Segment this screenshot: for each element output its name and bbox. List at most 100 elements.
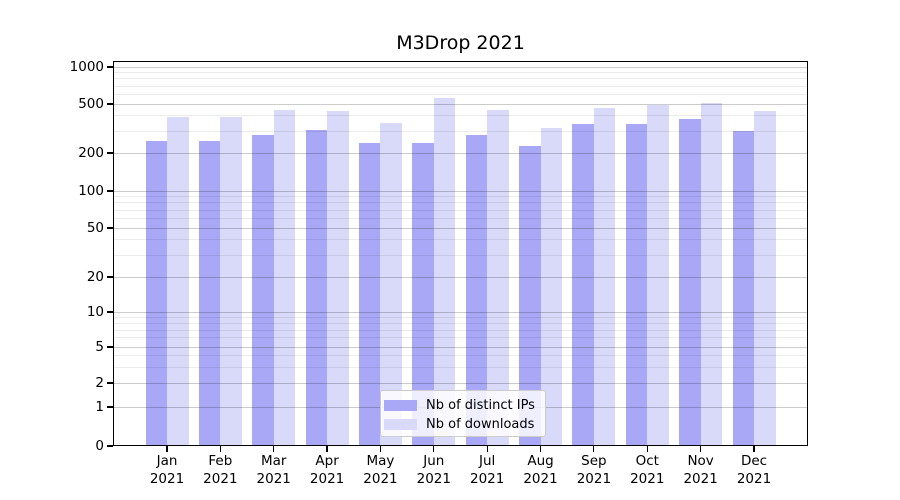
gridline-minor (114, 202, 807, 204)
bar-downloads (487, 110, 509, 446)
x-tick-mark (539, 446, 542, 452)
bar-downloads (647, 105, 669, 446)
x-tick-label-line: Apr (315, 453, 339, 469)
y-tick-mark (107, 311, 113, 313)
x-tick-label: Nov 2021 (669, 452, 733, 488)
gridline-major (114, 346, 807, 348)
x-tick-mark (486, 446, 488, 452)
legend: Nb of distinct IPs Nb of downloads (380, 390, 546, 437)
y-tick-label: 200 (78, 145, 104, 161)
x-tick-mark (593, 446, 595, 452)
x-tick-label-line: 2021 (363, 471, 398, 487)
x-tick-label: Dec 2021 (722, 452, 786, 488)
y-tick-label: 2 (95, 375, 104, 391)
y-tick-label: 1000 (69, 59, 104, 75)
y-tick-mark (107, 346, 113, 348)
x-tick-label: Jan 2021 (135, 452, 199, 488)
x-tick-label: Mar 2021 (242, 452, 306, 488)
y-tick-label: 5 (95, 339, 104, 355)
x-tick-label: Oct 2021 (615, 452, 679, 488)
x-tick-label: Jul 2021 (455, 452, 519, 488)
y-tick-mark (107, 406, 113, 408)
y-tick-mark (107, 190, 113, 192)
x-tick-mark (753, 446, 755, 452)
bar-distinct-ips (572, 123, 594, 446)
bar-downloads (433, 98, 456, 446)
x-tick-mark (273, 446, 275, 452)
gridline-minor (114, 337, 807, 339)
bar-downloads (593, 108, 616, 446)
x-tick-label-line: Jul (479, 453, 496, 469)
gridline-minor (114, 316, 807, 318)
gridline-major (114, 190, 807, 192)
chart-title: M3Drop 2021 (396, 32, 525, 54)
x-tick-label-line: Mar (260, 453, 287, 469)
gridline-minor (114, 355, 807, 357)
x-tick-label-line: 2021 (630, 471, 665, 487)
gridline-major (114, 227, 807, 229)
legend-item-distinct-ips: Nb of distinct IPs (381, 396, 545, 415)
gridline-minor (114, 366, 807, 368)
bar-downloads (327, 110, 349, 446)
x-tick-label-line: Nov (687, 453, 714, 469)
gridline-minor (114, 130, 807, 132)
x-tick-label-line: Jan (156, 453, 178, 469)
x-tick-mark (219, 446, 221, 452)
bar-distinct-ips (145, 141, 167, 446)
bar-distinct-ips (519, 145, 541, 446)
x-tick-label-line: 2021 (683, 471, 718, 487)
y-tick-mark (107, 66, 113, 68)
gridline-minor (114, 209, 807, 211)
gridline-minor (114, 322, 807, 324)
x-tick-mark (433, 446, 435, 452)
gridline-major (114, 276, 807, 278)
bar-downloads (540, 127, 563, 446)
bar-distinct-ips (305, 129, 328, 446)
legend-item-downloads: Nb of downloads (381, 415, 545, 434)
bar-distinct-ips (252, 135, 274, 446)
x-tick-label-line: 2021 (256, 471, 291, 487)
x-tick-label-line: 2021 (736, 471, 772, 487)
y-tick-label: 1 (95, 399, 104, 415)
x-tick-label: May 2021 (348, 452, 412, 488)
x-tick-label-line: 2021 (309, 471, 345, 487)
y-tick-label: 10 (86, 304, 104, 320)
x-tick-label-line: Sep (581, 453, 607, 469)
gridline-minor (114, 196, 807, 198)
y-tick-label: 500 (78, 96, 104, 112)
y-tick-label: 100 (78, 183, 104, 199)
gridline-major (114, 66, 807, 68)
legend-label-downloads: Nb of downloads (426, 417, 535, 432)
x-tick-label-line: 2021 (416, 471, 451, 487)
bar-distinct-ips (679, 119, 701, 446)
x-tick-label-line: Dec (740, 453, 768, 469)
gridline-minor (114, 72, 807, 74)
gridline-major (114, 382, 807, 384)
bar-downloads (380, 123, 402, 446)
gridline-major (114, 103, 807, 105)
gridline-minor (114, 93, 807, 95)
x-tick-label-line: Feb (208, 453, 233, 469)
legend-swatch-distinct-ips (384, 400, 417, 411)
bar-distinct-ips (358, 143, 381, 446)
y-tick-mark (107, 103, 113, 105)
x-tick-label-line: 2021 (469, 471, 505, 487)
y-tick-label: 20 (86, 269, 104, 285)
legend-swatch-downloads (384, 419, 417, 430)
x-tick-mark (646, 446, 648, 452)
bar-downloads (167, 117, 189, 446)
legend-label-distinct-ips: Nb of distinct IPs (426, 398, 535, 413)
x-tick-label-line: Jun (423, 453, 445, 469)
bar-distinct-ips (465, 135, 488, 446)
x-tick-label-line: 2021 (523, 471, 558, 487)
gridline-minor (114, 217, 807, 219)
x-tick-label-line: 2021 (203, 471, 238, 487)
gridline-major (114, 152, 807, 154)
x-tick-label: Apr 2021 (295, 452, 359, 488)
y-tick-label: 50 (86, 220, 104, 236)
bar-distinct-ips (732, 131, 754, 446)
bar-distinct-ips (412, 143, 434, 446)
y-tick-mark (107, 276, 113, 278)
bar-distinct-ips (625, 123, 648, 446)
